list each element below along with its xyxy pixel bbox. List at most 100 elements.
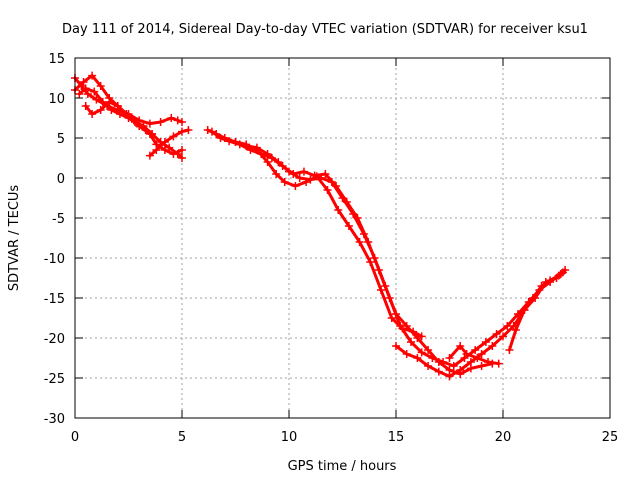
data-point [456,342,465,350]
data-point [355,238,364,246]
data-point [113,102,122,110]
y-tick-label: -15 [44,292,65,307]
data-point [439,358,448,366]
data-point [398,324,407,333]
data-point [124,114,133,122]
data-point [473,354,482,362]
ticks: 0 5 10 15 20 25 15 10 5 0 -5 -10 -15 -20 -25 -30 [44,52,619,445]
data-point [481,338,490,346]
data-point [242,140,251,149]
data-point [484,358,493,366]
data-point [295,174,304,182]
series-track-d [75,84,157,138]
data-point [520,306,529,314]
data-point [267,154,276,162]
data-point [537,282,546,290]
data-point [207,127,216,136]
data-point [471,346,480,354]
data-point [428,354,437,362]
y-tick-label: -5 [52,212,65,227]
data-point [499,332,507,341]
data-point [488,342,497,350]
data-point [156,118,165,126]
data-point [278,162,287,170]
data-point [424,362,433,370]
data-point [492,330,501,338]
data-point [160,138,169,146]
data-point [173,150,182,158]
y-tick-label: 10 [48,92,65,107]
data-point [494,359,503,368]
data-point [546,276,555,285]
data-point [178,127,186,136]
data-point [364,238,373,246]
data-point [554,271,563,280]
data-point [173,116,182,125]
data-point [167,114,176,122]
data-point [353,214,362,222]
data-point [252,146,261,154]
x-tick-label: 10 [281,430,298,445]
y-tick-label: -25 [44,372,65,387]
x-tick-label: 15 [388,430,405,445]
series-track-k [505,266,570,354]
x-tick-label: 0 [71,430,79,445]
data-point [511,326,520,334]
data-point [225,137,234,146]
data-point [178,118,186,126]
data-point [377,286,386,294]
data-point [402,350,411,358]
data-point [406,338,415,346]
data-point [342,198,351,206]
data-point [445,372,454,381]
y-tick-label: -30 [44,412,65,427]
data-point [152,146,161,154]
y-axis-label: SDTVAR / TECUs [7,185,22,292]
data-point [145,151,154,160]
plot-frame [74,57,611,419]
data-point [312,172,321,181]
data-point [505,346,514,354]
x-tick-label: 25 [602,430,619,445]
data-point [178,146,186,154]
series-track-j [445,342,503,368]
series-line [210,130,563,368]
data-point [203,126,212,134]
data-point [289,170,298,178]
data-point [98,98,107,106]
x-tick-label: 5 [178,430,186,445]
data-point [385,294,394,302]
data-point [115,110,124,118]
data-point [462,350,471,358]
data-point [291,182,300,190]
data-point [107,106,116,114]
data-point [231,138,240,146]
data-point [528,294,537,302]
data-point [96,106,105,114]
data-point [90,87,99,96]
data-point [75,90,84,98]
data-point [145,119,154,128]
data-point [477,362,486,370]
data-point [88,110,97,118]
data-point [417,348,426,357]
data-point [280,178,289,186]
data-point [321,170,330,178]
data-point [323,186,332,194]
data-point [366,258,375,266]
data-point [169,132,178,141]
data-point [334,206,343,214]
data-point [344,222,353,230]
data-point [165,143,174,152]
data-point [456,366,465,374]
data-point [477,350,486,358]
y-tick-label: -20 [44,332,65,347]
data-point [302,178,311,186]
y-tick-label: 0 [57,172,65,187]
data-point [424,346,433,354]
data-point [79,78,88,86]
x-axis-label: GPS time / hours [288,459,397,474]
data-point [387,314,396,322]
data-point [160,146,169,154]
